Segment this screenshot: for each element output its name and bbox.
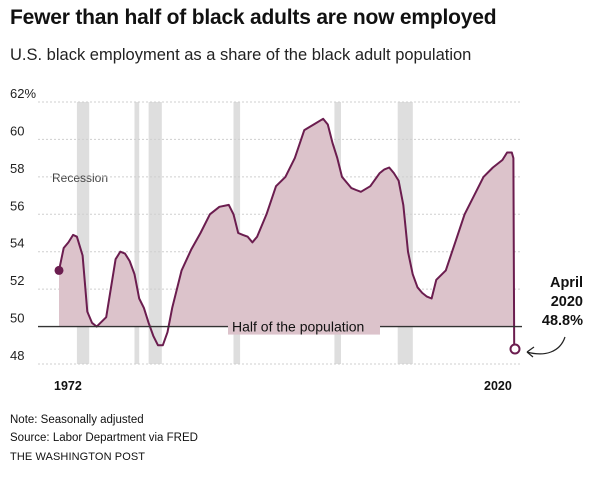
annotation-group: April 2020 48.8% [526,275,583,358]
y-tick-label: 60 [10,123,24,138]
recession-label: Recession [52,171,108,185]
y-tick-label: 48 [10,348,24,363]
reference-label-bg [228,317,380,335]
end-point-marker [509,343,521,355]
y-tick-label: 56 [10,198,24,213]
start-point-marker [54,265,64,275]
reference-line-label: Half of the population [232,319,364,335]
x-tick-label: 2020 [484,379,512,393]
x-tick-label: 1972 [54,379,82,393]
y-tick-label: 54 [10,236,24,251]
y-tick-label: 50 [10,311,24,326]
annotation-text: 2020 [551,294,583,310]
annotation-text: April [550,275,583,291]
recession-band [134,102,140,364]
y-tick-label: 52 [10,273,24,288]
recession-band [148,102,162,364]
chart-subtitle: U.S. black employment as a share of the … [10,46,472,64]
series-fill [59,118,515,327]
chart-title: Fewer than half of black adults are now … [10,6,497,29]
axis-labels: 62% 60 58 56 54 52 50 48 1972 2020 [10,86,512,393]
series-line [58,117,516,350]
annotation-arrow [526,336,566,355]
annotation-text: 48.8% [542,313,583,329]
y-tick-label: 58 [10,161,24,176]
chart-source: Source: Labor Department via FRED [10,432,198,444]
reference-line-group: Half of the population [38,317,522,335]
y-tick-label: 62% [10,86,36,101]
series-area [54,117,521,355]
publisher-credit: THE WASHINGTON POST [10,451,146,463]
chart-note: Note: Seasonally adjusted [10,414,144,426]
annotation-arrowhead [526,346,535,358]
